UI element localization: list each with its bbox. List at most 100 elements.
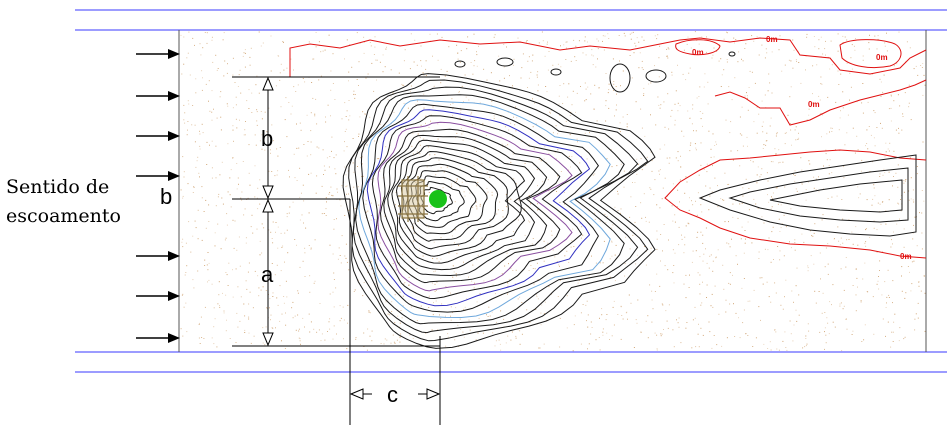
sand-grain: [654, 179, 656, 181]
sand-grain: [183, 36, 185, 38]
sand-grain: [236, 249, 238, 251]
sand-grain: [830, 127, 832, 129]
sand-grain: [234, 220, 236, 222]
sand-grain: [713, 47, 715, 49]
sand-grain: [697, 333, 699, 335]
sand-grain: [643, 193, 645, 195]
sand-grain: [440, 167, 442, 169]
sand-grain: [374, 218, 376, 220]
sand-grain: [235, 96, 237, 98]
sand-grain: [706, 36, 707, 38]
sand-grain: [711, 293, 713, 295]
sand-grain: [264, 344, 266, 346]
sand-grain: [624, 275, 626, 277]
sand-grain: [237, 286, 239, 288]
sand-grain: [316, 123, 318, 125]
sand-grain: [489, 315, 491, 317]
sand-grain: [680, 155, 681, 157]
sand-grain: [266, 307, 268, 309]
sand-grain: [299, 338, 301, 340]
sand-grain: [394, 322, 396, 324]
sand-grain: [897, 186, 899, 188]
sand-grain: [469, 192, 471, 194]
sand-grain: [744, 242, 746, 244]
sand-grain: [909, 271, 910, 273]
sand-grain: [483, 280, 485, 282]
sand-grain: [353, 90, 355, 92]
sand-grain: [776, 187, 778, 189]
sand-grain: [770, 301, 772, 303]
sand-grain: [726, 337, 728, 339]
sand-grain: [253, 335, 255, 337]
sand-grain: [805, 199, 807, 201]
sand-grain: [845, 257, 847, 258]
sand-grain: [725, 119, 727, 121]
sand-grain: [296, 180, 298, 181]
sand-grain: [355, 337, 357, 338]
sand-grain: [878, 288, 880, 290]
sand-grain: [327, 104, 329, 106]
sand-grain: [873, 187, 875, 189]
sand-grain: [677, 110, 679, 112]
sand-grain: [312, 97, 314, 99]
sand-grain: [429, 33, 431, 35]
sand-grain: [914, 329, 916, 331]
sand-grain: [888, 150, 890, 152]
sand-grain: [778, 349, 780, 351]
sand-grain: [700, 304, 702, 306]
sand-grain: [667, 47, 669, 49]
sand-grain: [238, 236, 240, 238]
sand-grain: [709, 187, 711, 189]
sand-grain: [337, 191, 338, 193]
sand-grain: [774, 329, 776, 330]
sand-grain: [197, 209, 199, 211]
sand-grain: [491, 194, 493, 196]
sand-grain: [608, 107, 610, 109]
sand-grain: [224, 239, 226, 241]
sand-grain: [397, 315, 399, 317]
sand-grain: [491, 105, 493, 107]
sand-grain: [818, 48, 820, 50]
sand-grain: [623, 32, 625, 34]
sand-grain: [839, 117, 841, 119]
sand-grain: [720, 198, 722, 200]
sand-grain: [715, 257, 717, 259]
sand-grain: [893, 150, 895, 152]
sand-grain: [676, 319, 677, 321]
sand-grain: [224, 60, 226, 62]
sand-grain: [289, 206, 291, 208]
sand-grain: [411, 260, 413, 262]
sand-grain: [233, 140, 234, 142]
sand-grain: [434, 290, 436, 292]
sand-grain: [264, 111, 266, 113]
sand-grain: [478, 317, 480, 319]
sand-grain: [284, 261, 285, 263]
sand-grain: [790, 247, 792, 249]
sand-grain: [276, 148, 278, 150]
sand-grain: [480, 173, 482, 175]
sand-grain: [800, 82, 802, 84]
sand-grain: [225, 294, 227, 296]
sand-grain: [876, 48, 878, 50]
sand-grain: [283, 69, 285, 71]
sand-grain: [258, 31, 260, 33]
sand-grain: [660, 260, 661, 262]
sand-grain: [454, 339, 456, 341]
sand-grain: [310, 154, 312, 156]
sand-grain: [428, 295, 430, 297]
sand-grain: [784, 186, 786, 188]
sand-grain: [412, 132, 414, 134]
sand-grain: [507, 292, 509, 294]
sand-grain: [729, 303, 731, 305]
sand-grain: [748, 209, 750, 211]
sand-grain: [712, 306, 714, 308]
sand-grain: [734, 77, 736, 79]
sand-grain: [313, 282, 315, 284]
sand-grain: [250, 342, 252, 344]
sand-grain: [348, 71, 350, 73]
sand-grain: [771, 231, 773, 233]
sand-grain: [463, 336, 465, 338]
sand-grain: [286, 229, 288, 231]
sand-grain: [710, 254, 712, 256]
contour-label: 0m: [692, 48, 704, 57]
